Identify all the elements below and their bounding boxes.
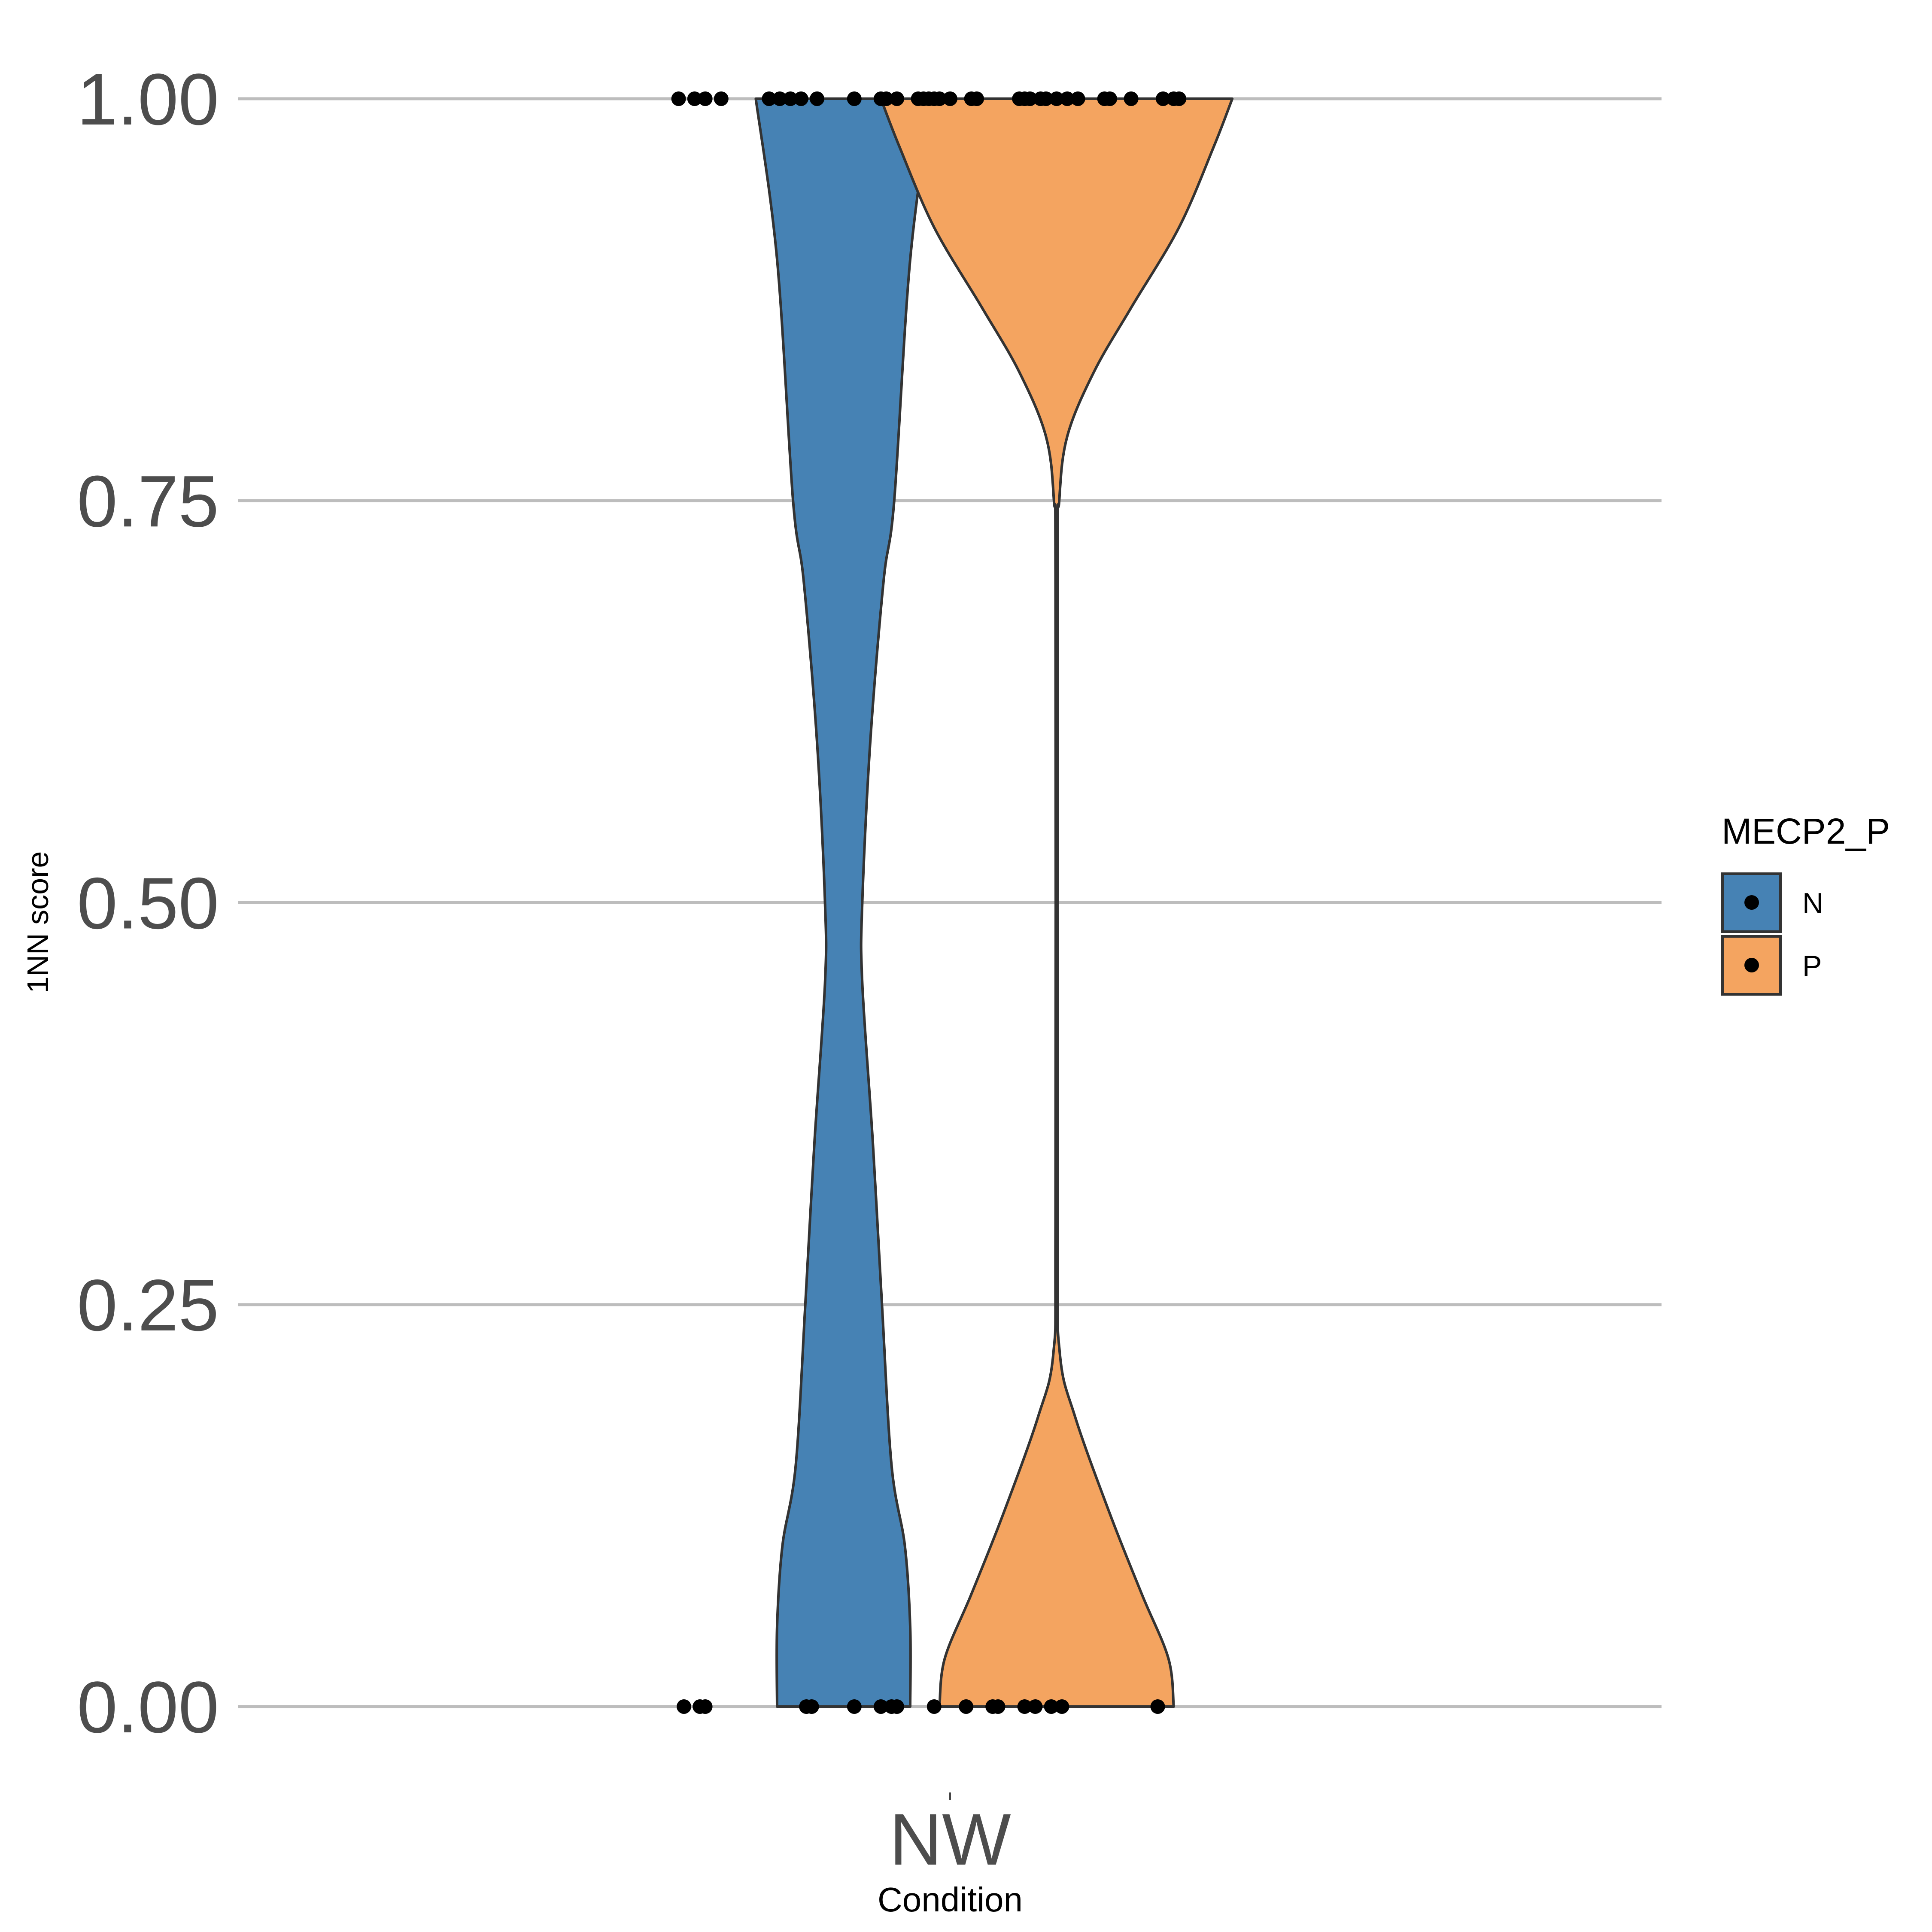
data-point	[890, 1699, 904, 1714]
violin-n	[754, 97, 933, 1708]
data-point	[847, 91, 862, 106]
data-point	[1028, 1699, 1043, 1714]
violins	[754, 97, 1234, 1708]
data-point	[1070, 91, 1085, 106]
data-point	[687, 91, 702, 106]
data-point	[1023, 91, 1037, 106]
y-tick-label: 0.00	[77, 1667, 219, 1748]
data-point	[783, 91, 798, 106]
data-point	[1049, 91, 1064, 106]
legend: MECP2_P NP	[1721, 811, 1890, 996]
y-tick-label: 0.25	[77, 1265, 219, 1346]
data-point	[772, 91, 787, 106]
legend-items: NP	[1721, 872, 1823, 996]
data-point	[1060, 91, 1075, 106]
legend-label: N	[1802, 887, 1823, 920]
y-tick-label: 0.50	[77, 863, 219, 945]
legend-point-icon	[1744, 958, 1759, 972]
data-point	[804, 1699, 819, 1714]
data-point	[879, 91, 894, 106]
data-point	[714, 91, 729, 106]
x-tick-label: NW	[889, 1799, 1011, 1880]
data-point	[1044, 1699, 1059, 1714]
legend-point-icon	[1744, 895, 1759, 910]
data-point	[1017, 1699, 1032, 1714]
data-point	[1172, 91, 1187, 106]
data-point	[969, 91, 984, 106]
data-point	[943, 91, 957, 106]
data-point	[932, 91, 947, 106]
data-point	[1124, 91, 1139, 106]
data-point	[1156, 91, 1170, 106]
legend-label: P	[1802, 950, 1822, 982]
y-tick-label: 1.00	[77, 59, 219, 140]
data-point	[677, 1699, 691, 1714]
data-point	[959, 1699, 974, 1714]
data-point	[873, 1699, 888, 1714]
data-points	[671, 91, 1187, 1714]
data-point	[793, 91, 808, 106]
data-point	[698, 91, 713, 106]
data-point	[1150, 1699, 1165, 1714]
data-point	[698, 1699, 713, 1714]
data-point	[847, 1699, 862, 1714]
data-point	[890, 91, 904, 106]
x-axis-title: Condition	[878, 1880, 1023, 1919]
data-point	[762, 91, 777, 106]
y-axis-title: 1NN score	[21, 851, 55, 993]
data-point	[1103, 91, 1117, 106]
y-gridlines	[238, 97, 1662, 1708]
y-tick-labels: 0.00 0.25 0.50 0.75 1.00	[77, 59, 219, 1748]
legend-title: MECP2_P	[1722, 811, 1890, 851]
y-tick-label: 0.75	[77, 461, 219, 542]
data-point	[671, 91, 686, 106]
data-point	[990, 1699, 1005, 1714]
data-point	[810, 91, 824, 106]
data-point	[1039, 91, 1054, 106]
data-point	[927, 1699, 942, 1714]
data-point	[1054, 1699, 1069, 1714]
